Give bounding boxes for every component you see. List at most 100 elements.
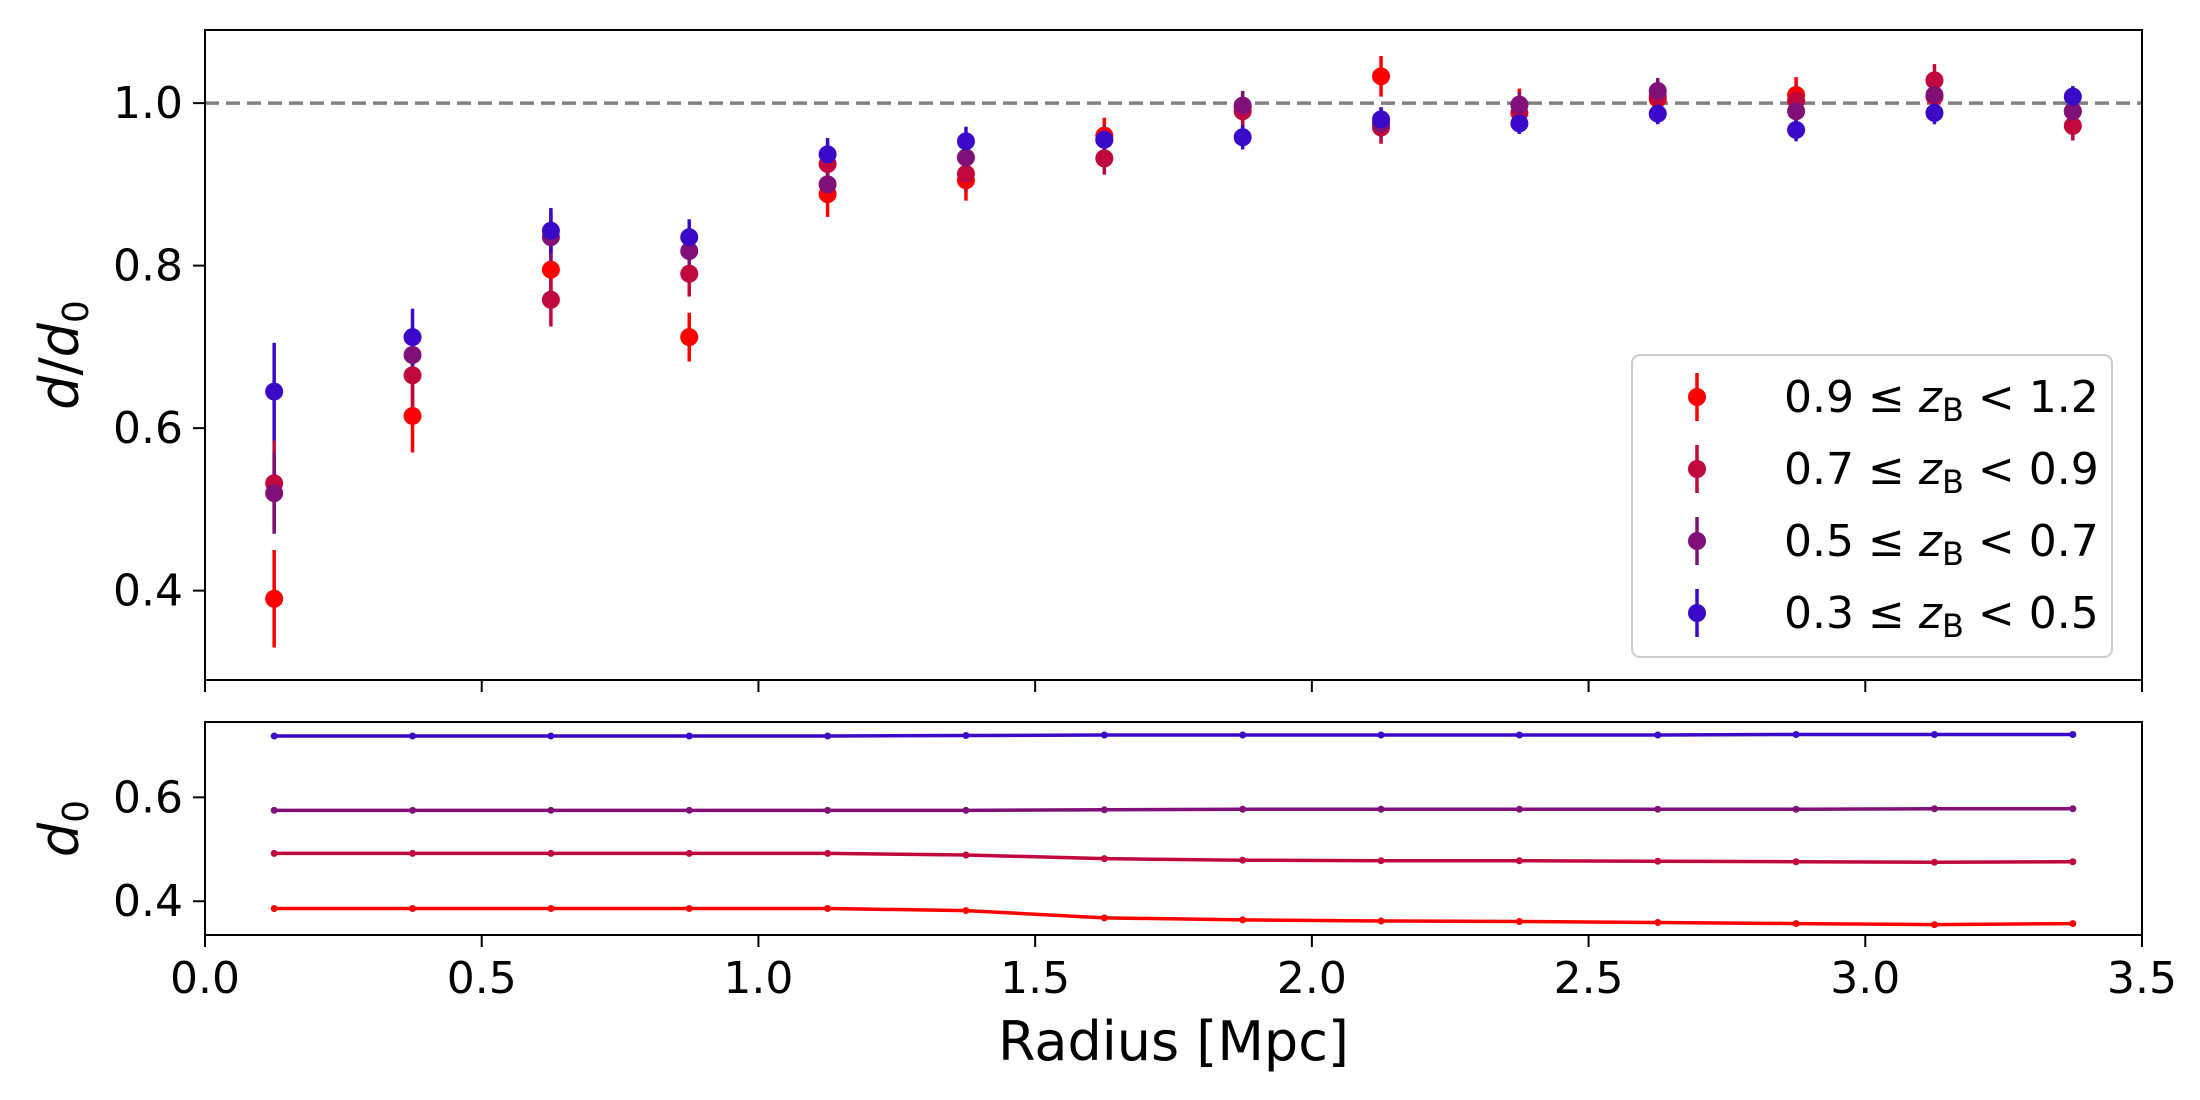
d0-point [685,849,693,857]
bottom-panel: 0.4 0.6 0.0 0.5 1.0 1.5 2.0 2.5 3.0 3.5 d0 Radiu… [28,721,2177,1073]
d0-point [1930,858,1938,866]
data-point [1787,102,1806,121]
data-point [541,260,560,279]
legend-label: 0.3 ≤ zB < 0.5 [1784,588,2099,645]
d0-point [270,905,278,913]
d0-point [962,907,970,915]
bottom-y-ticks: 0.4 0.6 [113,772,205,927]
d0-point [962,732,970,740]
data-point [1925,86,1944,104]
x-tick-label: 2.0 [1277,953,1347,1004]
data-point [956,148,975,167]
d0-point [1100,914,1108,922]
bottom-y-tick-label: 0.4 [113,876,183,927]
d0-point [1239,731,1247,739]
d0-point [2069,730,2077,738]
d0-point [1239,805,1247,813]
bottom-x-ticks: 0.0 0.5 1.0 1.5 2.0 2.5 3.0 3.5 [170,935,2177,1004]
d0-point [409,806,417,814]
data-point [680,264,699,283]
x-axis-label: Radius [Mpc] [998,1010,1349,1073]
legend-entries: 0.9 ≤ zB < 1.2 0.7 ≤ zB < 0.9 0.5 ≤ zB < 0… [1688,372,2099,645]
x-tick-label: 1.5 [1000,953,1070,1004]
d0-point [1792,805,1800,813]
d0-point [409,732,417,740]
d0-point [1654,857,1662,865]
bottom-markers [270,730,2077,929]
legend-marker [1688,460,1706,478]
bottom-y-tick-label: 0.6 [113,772,183,823]
legend-marker [1688,604,1706,622]
d0-point [1930,805,1938,813]
data-point [541,221,560,240]
top-y-ticks: 0.4 0.6 0.8 1.0 [113,78,205,617]
data-point [1787,120,1806,139]
d0-point [409,905,417,913]
d0-point [1377,917,1385,925]
d0-point [1100,806,1108,814]
d0-series-line [274,906,2073,927]
d0-point [1792,730,1800,738]
d0-point [1654,919,1662,927]
d0-series-line [274,807,2073,813]
top-plot-frame [204,29,2143,681]
d0-point [685,806,693,814]
d0-point [2069,805,2077,813]
data-point [956,164,975,183]
d0-point [547,849,555,857]
data-point [680,242,699,260]
top-y-tick-label: 0.6 [113,403,183,454]
x-tick-label: 1.0 [723,953,793,1004]
data-point [265,382,284,401]
d0-point [1100,855,1108,863]
data-point [1648,81,1667,100]
d0-point [1515,731,1523,739]
data-point [403,366,422,385]
data-point [1233,128,1252,147]
d0-series-line [274,732,2073,738]
d0-point [824,732,832,740]
data-point [1510,114,1529,133]
data-point [1925,71,1944,90]
legend-label: 0.9 ≤ zB < 1.2 [1784,372,2099,429]
data-point [818,145,837,164]
d0-point [1792,920,1800,928]
top-points [265,67,2082,608]
data-point [1233,96,1252,115]
d0-point [547,732,555,740]
x-tick-label: 0.0 [170,953,240,1004]
data-point [541,290,560,309]
d0-point [409,849,417,857]
d0-point [1239,856,1247,864]
legend-box [1631,354,2113,658]
d0-point [270,806,278,814]
data-point [1648,104,1667,123]
x-tick-label: 3.0 [1830,953,1900,1004]
data-point [1095,130,1114,149]
d0-point [1377,731,1385,739]
d0-point [685,732,693,740]
d0-series-line [274,851,2073,865]
data-point [2063,87,2082,106]
legend: 0.9 ≤ zB < 1.2 0.7 ≤ zB < 0.9 0.5 ≤ zB < 0… [1631,354,2113,658]
data-point [818,175,837,194]
legend-marker [1688,388,1706,406]
d0-point [962,806,970,814]
d0-point [1100,731,1108,739]
data-point [265,484,284,503]
data-point [2063,116,2082,135]
d0-point [962,851,970,859]
data-point [403,406,422,425]
x-tick-label: 0.5 [447,953,517,1004]
x-tick-label: 2.5 [1554,953,1624,1004]
d0-point [547,905,555,913]
top-panel: 0.4 0.6 0.8 1.0 d/d0 [28,29,2143,692]
data-point [1372,67,1391,86]
data-point [2063,102,2082,121]
data-point [403,328,422,347]
d0-point [1515,805,1523,813]
data-point [680,228,699,247]
data-point [1510,95,1529,114]
top-y-tick-label: 1.0 [113,78,183,129]
